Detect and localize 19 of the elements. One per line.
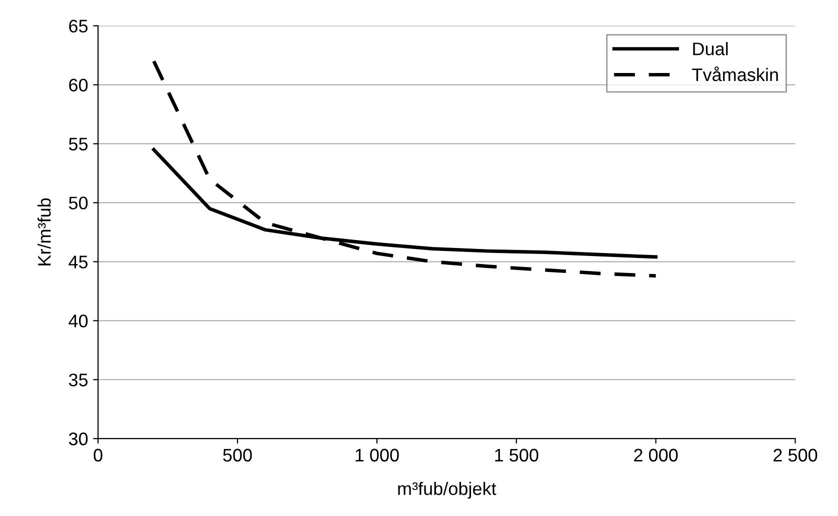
- y-tick-label: 35: [68, 374, 88, 386]
- legend-label: Tvåmaskin: [692, 66, 778, 82]
- x-axis-title: m³fub/objekt: [398, 482, 496, 499]
- y-tick-label: 40: [68, 314, 88, 328]
- x-tick-label: 2 000: [634, 448, 678, 462]
- y-axis-title: Kr/m³fub: [38, 198, 51, 266]
- y-tick-label: 30: [68, 432, 88, 446]
- legend-label: Dual: [693, 42, 728, 56]
- x-tick-label: 1 000: [356, 448, 399, 462]
- y-tick-label: 50: [68, 196, 88, 210]
- x-tick-label: 2 500: [774, 448, 818, 462]
- line-series: [152, 59, 658, 278]
- x-tick-label: 500: [223, 448, 252, 462]
- x-tick-label: 0: [94, 448, 102, 462]
- y-tick-label: 65: [69, 20, 88, 33]
- y-tick-label: 45: [68, 256, 88, 268]
- y-tick-label: 60: [69, 78, 88, 92]
- x-tick-label: 1 500: [495, 448, 538, 462]
- y-tick-label: 55: [68, 138, 88, 150]
